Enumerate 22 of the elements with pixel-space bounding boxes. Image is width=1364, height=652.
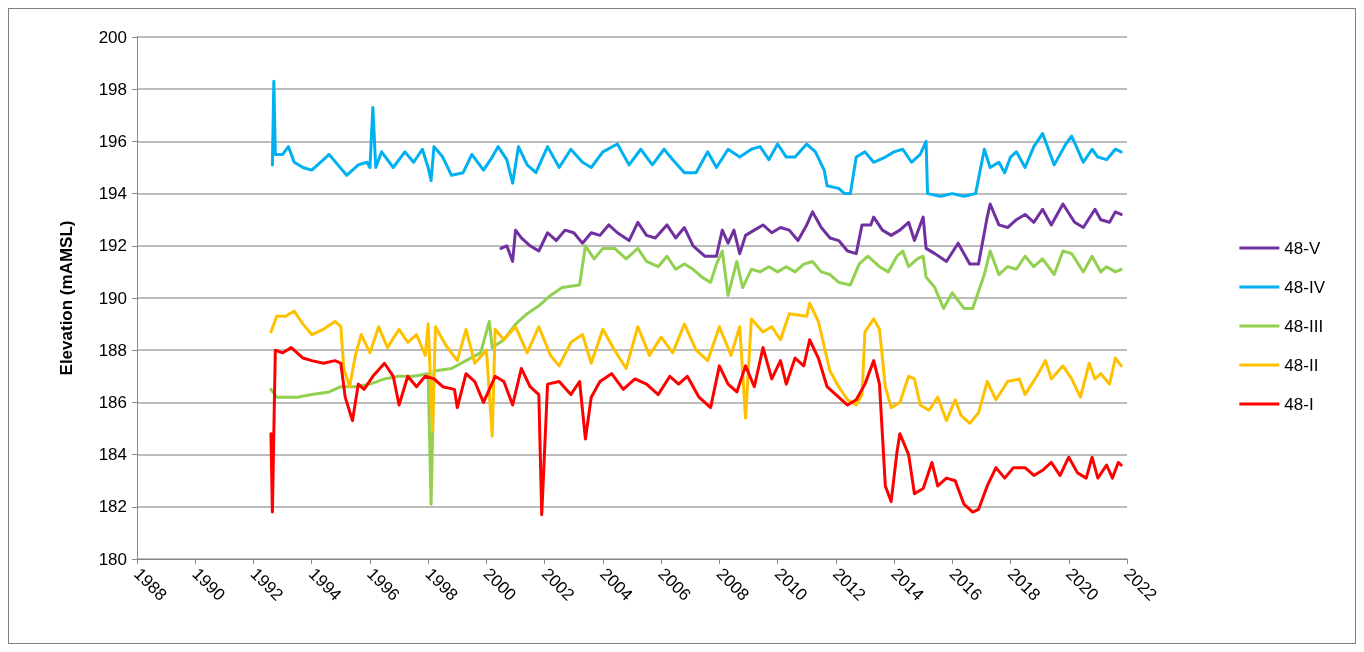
legend-label: 48-III: [1284, 316, 1324, 336]
y-tick-label: 200: [98, 27, 127, 47]
y-tick-label: 196: [98, 131, 127, 151]
line-series: [499, 202, 1123, 266]
y-tick-label: 188: [98, 340, 127, 360]
legend-label: 48-I: [1284, 394, 1314, 414]
y-tick-label: 180: [98, 549, 127, 569]
legend-label: 48-V: [1284, 238, 1321, 258]
legend-label: 48-II: [1284, 355, 1319, 375]
y-tick-label: 184: [98, 445, 127, 465]
legend-label: 48-IV: [1284, 277, 1326, 297]
y-tick-label: 182: [98, 497, 127, 517]
y-axis-title: Elevation (mAMSL): [57, 220, 76, 376]
y-tick-label: 190: [98, 288, 127, 308]
y-tick-label: 198: [98, 79, 127, 99]
line-series: [269, 301, 1123, 438]
y-tick-label: 186: [98, 392, 127, 412]
y-tick-label: 192: [98, 236, 127, 256]
line-series: [269, 244, 1123, 506]
y-tick-label: 194: [98, 184, 127, 204]
line-series: [269, 338, 1123, 517]
line-series: [270, 79, 1123, 198]
